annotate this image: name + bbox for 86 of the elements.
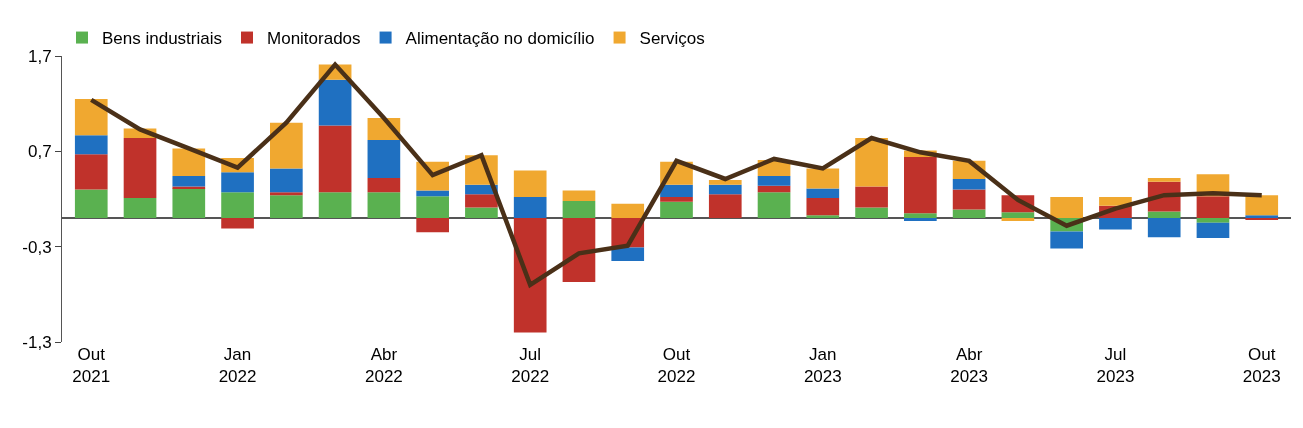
x-tick-label: Abr 2022 bbox=[364, 345, 403, 387]
bar bbox=[367, 178, 401, 193]
bar bbox=[1050, 231, 1083, 249]
bar bbox=[513, 197, 547, 219]
bar bbox=[1001, 212, 1035, 219]
bar bbox=[806, 188, 840, 199]
bar bbox=[1196, 196, 1230, 219]
bar bbox=[855, 137, 888, 187]
bar bbox=[367, 139, 401, 179]
bar bbox=[757, 192, 791, 219]
bar bbox=[318, 79, 352, 126]
bar bbox=[806, 168, 840, 189]
x-tick-label: Out 2023 bbox=[1242, 345, 1281, 387]
bar bbox=[1196, 222, 1230, 239]
bar bbox=[806, 215, 840, 219]
bar bbox=[611, 247, 645, 261]
bar bbox=[1147, 211, 1181, 219]
bar bbox=[1099, 218, 1132, 230]
y-tick-label: 0,7 bbox=[27, 142, 52, 162]
bar bbox=[221, 218, 254, 229]
bar bbox=[952, 209, 986, 219]
bar bbox=[1147, 218, 1181, 238]
bar bbox=[123, 198, 157, 219]
bar bbox=[172, 148, 206, 177]
bar bbox=[74, 98, 108, 136]
legend-label: Bens industriais bbox=[102, 29, 223, 49]
y-tick-label: -0,3 bbox=[22, 237, 52, 257]
x-tick-label: Jul 2022 bbox=[511, 345, 550, 387]
bar bbox=[855, 207, 888, 219]
x-tick-label: Jan 2023 bbox=[803, 345, 842, 387]
bar bbox=[562, 218, 596, 282]
x-tick-label: Abr 2023 bbox=[950, 345, 989, 387]
bar bbox=[465, 194, 498, 208]
bar bbox=[465, 207, 498, 219]
bar bbox=[660, 201, 693, 219]
bar bbox=[708, 194, 742, 219]
bar bbox=[904, 213, 937, 219]
y-tick-label: -1,3 bbox=[22, 332, 52, 352]
line-series bbox=[89, 62, 1264, 288]
bar bbox=[74, 154, 108, 190]
bar bbox=[318, 192, 352, 219]
bar bbox=[952, 189, 986, 210]
bar bbox=[270, 168, 303, 193]
bar bbox=[318, 125, 352, 193]
bar bbox=[660, 197, 693, 202]
bar bbox=[611, 203, 645, 219]
bar bbox=[172, 176, 206, 187]
bar bbox=[416, 190, 449, 197]
bar bbox=[270, 192, 303, 196]
bar bbox=[708, 179, 742, 185]
bar bbox=[74, 135, 108, 155]
bar bbox=[513, 218, 547, 333]
bar bbox=[708, 184, 742, 195]
bar bbox=[221, 172, 254, 193]
bar bbox=[74, 189, 108, 219]
bar bbox=[660, 184, 693, 198]
y-tick-label: 1,7 bbox=[27, 46, 52, 66]
legend-label: Monitorados bbox=[267, 29, 361, 49]
bar bbox=[416, 218, 449, 233]
bar bbox=[1196, 218, 1230, 223]
bar bbox=[416, 196, 449, 219]
x-tick-label: Out 2022 bbox=[657, 345, 696, 387]
bar bbox=[270, 122, 303, 169]
bar bbox=[904, 218, 937, 221]
legend-label: Alimentação no domicílio bbox=[405, 29, 595, 49]
bar bbox=[904, 157, 937, 214]
bar bbox=[270, 195, 303, 219]
bar bbox=[513, 170, 547, 198]
bar bbox=[562, 190, 596, 201]
bar bbox=[757, 176, 791, 186]
bar bbox=[855, 186, 888, 208]
bar bbox=[1147, 178, 1181, 182]
x-tick-label: Out 2021 bbox=[72, 345, 111, 387]
bar bbox=[1001, 218, 1035, 221]
bar bbox=[562, 200, 596, 219]
x-tick-label: Jul 2023 bbox=[1096, 345, 1135, 387]
bar bbox=[952, 178, 986, 190]
bar bbox=[1245, 195, 1279, 216]
legend-label: Serviços bbox=[639, 29, 705, 49]
bar bbox=[367, 192, 401, 219]
x-tick-label: Jan 2022 bbox=[218, 345, 257, 387]
bar bbox=[123, 137, 157, 199]
bar bbox=[806, 198, 840, 216]
bar bbox=[172, 188, 206, 219]
bar bbox=[1050, 197, 1083, 219]
bar bbox=[221, 192, 254, 219]
